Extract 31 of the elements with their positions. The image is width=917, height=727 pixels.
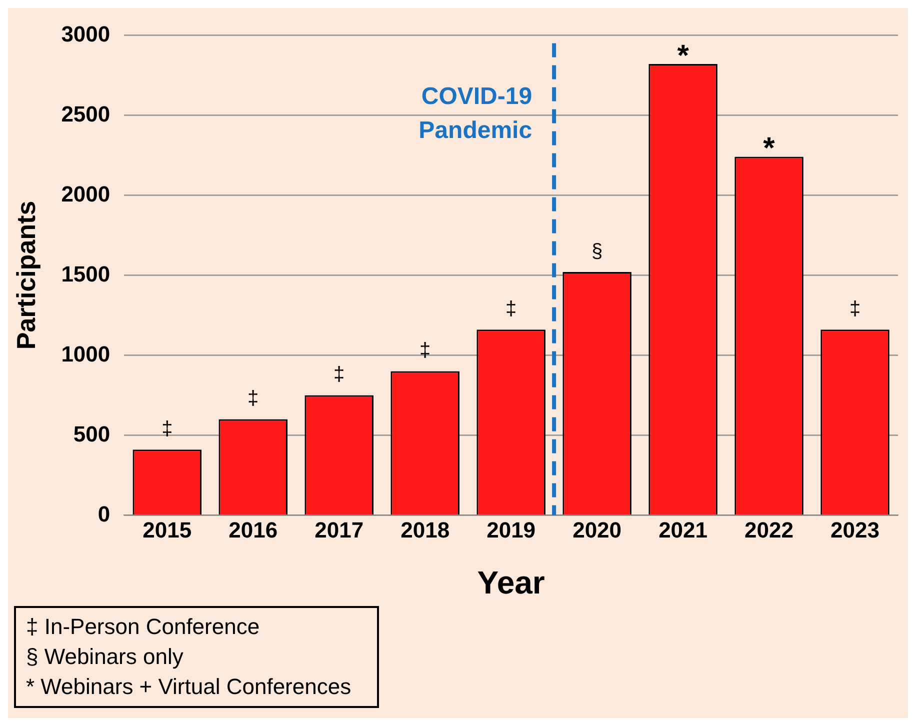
x-axis-title: Year <box>477 564 545 601</box>
x-tick-label: 2019 <box>486 517 536 542</box>
annotation: ‡ <box>248 388 259 410</box>
y-axis-title: Participants <box>10 200 41 350</box>
x-tick-label: 2021 <box>658 517 708 542</box>
text: § Webinars only <box>26 643 184 671</box>
ref-line-label: COVID-19 Pandemic <box>418 82 532 144</box>
x-tick-label: 2018 <box>400 517 450 542</box>
x-tick-label: 2023 <box>830 517 880 542</box>
annotation: * <box>677 39 690 72</box>
x-tick-label: 2022 <box>744 517 794 542</box>
y-tick-label: 1000 <box>61 341 110 366</box>
text: ‡ In-Person Conference <box>26 613 261 641</box>
x-tick-label: 2020 <box>572 517 622 542</box>
annotation: ‡ <box>334 364 345 386</box>
annotation: * <box>763 132 776 166</box>
annotation: § <box>591 240 603 263</box>
x-tick-label: 2016 <box>228 517 278 542</box>
annotation: ‡ <box>849 298 861 320</box>
y-tick-label: 2500 <box>61 101 110 126</box>
y-tick-label: 0 <box>98 501 110 526</box>
y-tick-label: 1500 <box>61 261 110 286</box>
y-tick-label: 3000 <box>61 21 110 46</box>
x-tick-label: 2015 <box>142 517 192 542</box>
annotation: ‡ <box>420 340 431 362</box>
text: * Webinars + Virtual Conferences <box>26 673 352 701</box>
y-tick-label: 2000 <box>61 181 110 206</box>
y-tick-label: 500 <box>73 421 110 446</box>
annotation: ‡ <box>506 298 517 320</box>
x-tick-label: 2017 <box>314 517 364 542</box>
annotation: ‡ <box>162 418 173 440</box>
